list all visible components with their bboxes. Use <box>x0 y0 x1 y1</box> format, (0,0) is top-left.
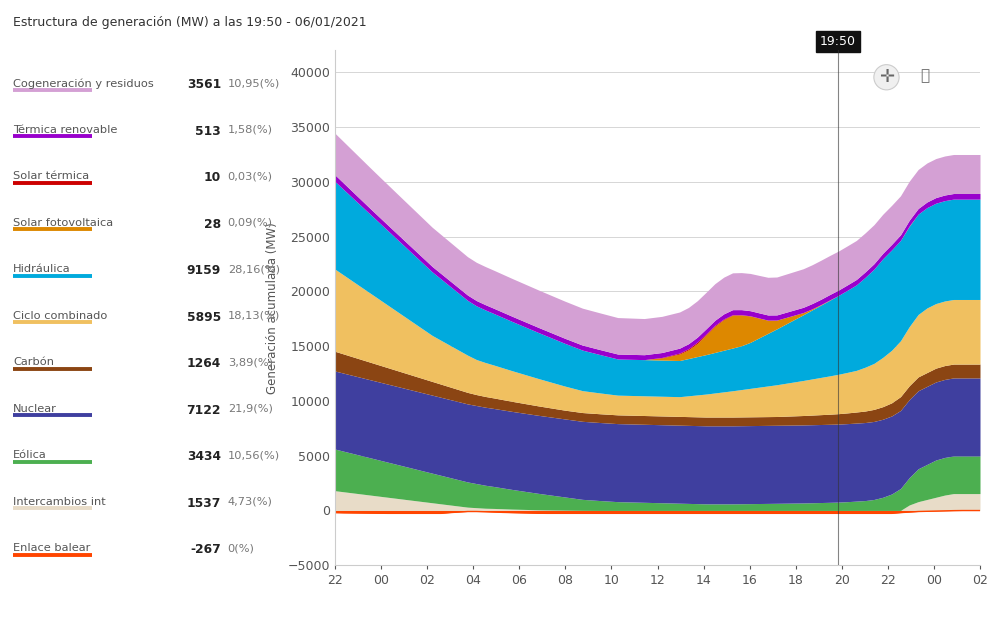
Text: 18,13(%): 18,13(%) <box>228 311 280 321</box>
Text: 0,03(%): 0,03(%) <box>228 171 273 181</box>
Text: 3561: 3561 <box>187 78 221 92</box>
Text: Ciclo combinado: Ciclo combinado <box>13 311 108 321</box>
Text: 10,56(%): 10,56(%) <box>228 450 280 460</box>
Text: 1,58(%): 1,58(%) <box>228 125 273 135</box>
Text: ✛: ✛ <box>879 68 894 86</box>
Text: Solar térmica: Solar térmica <box>13 171 89 181</box>
Text: Eólica: Eólica <box>13 450 47 460</box>
Text: 7122: 7122 <box>187 404 221 417</box>
Text: -267: -267 <box>190 543 221 556</box>
Text: 10: 10 <box>204 171 221 185</box>
Text: Cogeneración y residuos: Cogeneración y residuos <box>13 78 154 89</box>
Text: 4,73(%): 4,73(%) <box>228 497 273 507</box>
Text: 19:50: 19:50 <box>820 35 856 48</box>
Text: 5895: 5895 <box>187 311 221 324</box>
Text: Hidráulica: Hidráulica <box>13 264 71 274</box>
Text: Enlace balear: Enlace balear <box>13 543 91 553</box>
Y-axis label: Generación acumulada (MW): Generación acumulada (MW) <box>266 222 279 394</box>
Text: Solar fotovoltaica: Solar fotovoltaica <box>13 218 113 228</box>
Text: 10,95(%): 10,95(%) <box>228 78 280 89</box>
Text: 28: 28 <box>204 218 221 231</box>
Text: 0,09(%): 0,09(%) <box>228 218 273 228</box>
Text: Carbón: Carbón <box>13 357 54 367</box>
Text: 🏭: 🏭 <box>921 68 930 84</box>
Text: 3,89(%): 3,89(%) <box>228 357 273 367</box>
Text: 21,9(%): 21,9(%) <box>228 404 273 414</box>
Text: Nuclear: Nuclear <box>13 404 57 414</box>
Text: Estructura de generación (MW) a las 19:50 - 06/01/2021: Estructura de generación (MW) a las 19:5… <box>13 16 367 29</box>
Text: Térmica renovable: Térmica renovable <box>13 125 118 135</box>
Text: 28,16(%): 28,16(%) <box>228 264 280 274</box>
Text: Intercambios int: Intercambios int <box>13 497 106 507</box>
Text: 0(%): 0(%) <box>228 543 255 553</box>
Text: 513: 513 <box>195 125 221 138</box>
Text: 1264: 1264 <box>187 357 221 371</box>
Text: 1537: 1537 <box>187 497 221 510</box>
Text: 3434: 3434 <box>187 450 221 463</box>
Text: 9159: 9159 <box>187 264 221 278</box>
